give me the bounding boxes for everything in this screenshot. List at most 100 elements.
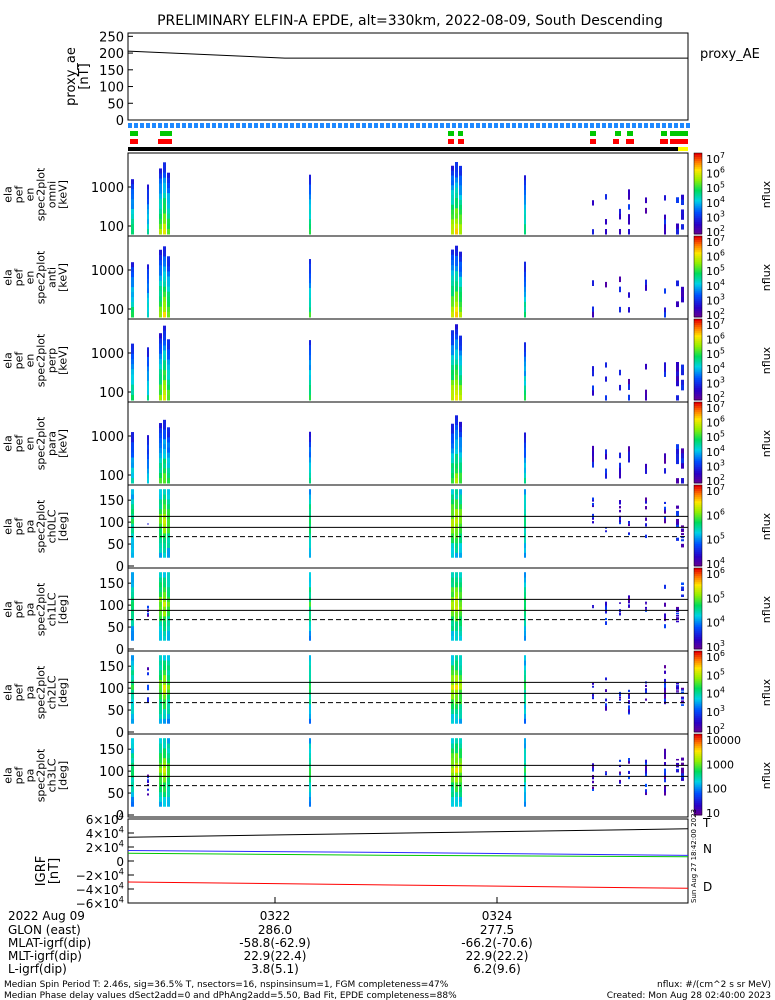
colorbar-cell	[694, 238, 702, 241]
pa-cell	[524, 655, 526, 661]
pa-cell	[676, 762, 679, 765]
spec-cell	[605, 395, 607, 401]
colorbar-cell	[694, 804, 702, 808]
pa-cell	[524, 620, 526, 627]
spec-cell	[167, 266, 170, 272]
pa-cell	[459, 660, 462, 666]
colorbar-tick-label: 105	[706, 263, 725, 278]
spec-ylabel-0-line: spec2plot	[35, 167, 48, 221]
pa-cell	[131, 498, 134, 505]
spec-cell	[167, 359, 170, 366]
pa-cell	[455, 718, 458, 724]
spec-cell	[681, 224, 684, 230]
colorbar-tick-label: 104	[706, 278, 725, 293]
pa-cell	[619, 509, 621, 513]
bar-red-seg	[670, 139, 688, 144]
igrf-frame	[127, 818, 689, 904]
spec-cell	[592, 311, 594, 318]
spec-cell	[131, 358, 134, 365]
spec-cell	[664, 367, 666, 373]
pa-cell	[451, 689, 454, 695]
pa-cell	[645, 783, 647, 788]
spec-cell	[459, 170, 462, 177]
pa-cell	[159, 552, 162, 558]
pa-cell	[163, 498, 166, 505]
pa-cell	[159, 786, 162, 793]
spec-cell	[619, 384, 621, 391]
pa-cell	[676, 687, 679, 689]
pa-cell	[592, 765, 594, 768]
pa-cell	[451, 767, 454, 773]
pa-cell	[681, 689, 684, 691]
pa-cell	[309, 537, 311, 544]
spec-cell	[147, 273, 149, 280]
spec-cell	[167, 286, 170, 293]
spec-cell	[524, 281, 526, 288]
bar-blue-seg	[524, 123, 528, 128]
pa-cell	[592, 697, 594, 700]
colorbar-tick-label: 105	[706, 180, 725, 195]
pa-tick-label: 0	[116, 643, 124, 658]
spec-cell	[619, 467, 621, 474]
spec-cell	[455, 364, 458, 371]
pa-cell	[451, 791, 454, 798]
spec-cell	[455, 444, 458, 450]
pa-cell	[524, 586, 526, 593]
spec-cell	[147, 283, 149, 289]
pa-cell	[619, 611, 621, 613]
pa-cell	[459, 552, 462, 558]
pa-cell	[309, 752, 311, 759]
spec-cell	[167, 447, 170, 454]
colorbar-cell	[694, 420, 702, 423]
pa-cell	[451, 581, 454, 588]
colorbar-cell	[694, 450, 702, 454]
colorbar-cell	[694, 604, 702, 607]
colorbar-cell	[694, 428, 702, 431]
spec-cell	[676, 301, 679, 308]
colorbar-cell	[694, 371, 702, 375]
spec-cell	[451, 185, 454, 191]
colorbar-cell	[694, 557, 702, 561]
spec-cell	[455, 255, 458, 262]
bar-blue-seg	[200, 123, 204, 128]
pa-cell	[459, 518, 462, 524]
pa-tick-label: 0	[116, 809, 124, 824]
pa-cell	[159, 689, 162, 695]
colorbar-cell	[694, 766, 702, 769]
pa-cell	[131, 611, 134, 617]
spec-cell	[159, 338, 162, 344]
spec-cell	[592, 385, 594, 391]
pa-cell	[159, 523, 162, 529]
spec-cell	[167, 281, 170, 288]
colorbar-tick-label: 102	[706, 224, 725, 239]
spec-cell	[459, 281, 462, 288]
spec-cell	[131, 282, 134, 288]
colorbar-cell	[694, 213, 702, 217]
colorbar-label: nflux	[760, 263, 773, 291]
pa-cell	[455, 698, 458, 705]
pa-tick-label: 100	[99, 765, 124, 780]
pa-cell	[159, 796, 162, 802]
pa-cell	[524, 684, 526, 690]
pa-cell	[159, 577, 162, 583]
pa-cell	[159, 698, 162, 705]
spec-cell	[681, 453, 684, 459]
pa-cell	[163, 669, 166, 676]
pa-cell	[645, 606, 647, 609]
pa-cell	[459, 796, 462, 802]
colorbar-tick-label: 104	[706, 361, 725, 376]
igrf-panel: 6×1044×1042×1040−2×104−4×104−6×104IGRF[n…	[34, 809, 712, 911]
spec-cell	[455, 213, 458, 220]
spec-cell	[524, 185, 526, 191]
bar-blue-seg	[422, 123, 426, 128]
ae-tick-label: 0	[116, 114, 124, 129]
pa-cell	[163, 615, 166, 622]
pa-cell	[309, 786, 311, 793]
colorbar-cell	[694, 810, 702, 814]
spec-cell	[167, 203, 170, 209]
pa-cell	[645, 684, 647, 688]
footer-row-mlt: MLT-igrf(dip)	[8, 949, 82, 963]
spec-cell	[524, 347, 526, 353]
